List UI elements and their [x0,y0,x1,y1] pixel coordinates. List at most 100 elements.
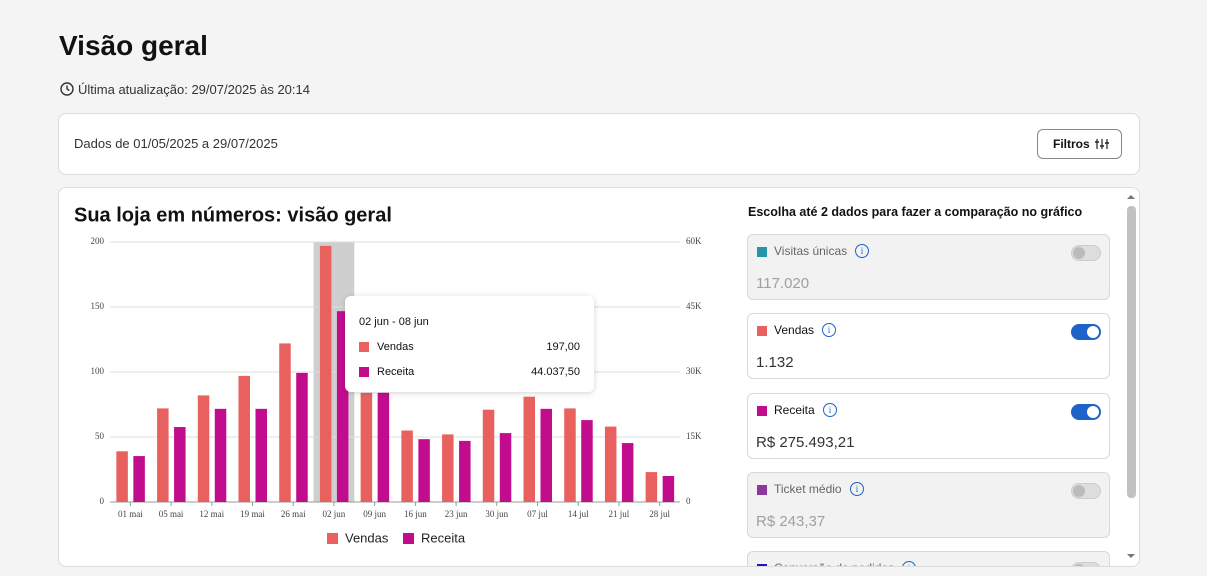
filters-label: Filtros [1053,137,1090,151]
chart-title: Sua loja em números: visão geral [74,204,392,226]
metric-label: Receita [774,402,815,417]
bar [238,375,250,502]
chart: Sua loja em números: visão geral 0 50 100 1… [74,204,702,545]
tooltip-value: 44.037,50 [531,366,580,378]
page-title: Visão geral [59,30,208,61]
metric-value: R$ 275.493,21 [756,433,855,451]
legend-swatch [403,533,414,544]
info-icon[interactable]: i [902,561,916,566]
info-icon[interactable]: i [850,481,864,496]
clock-icon [60,82,74,96]
x-tick-label: 12 mai [199,509,224,519]
bar [116,451,128,502]
info-icon[interactable]: i [822,323,836,338]
tooltip: 02 jun - 08 jun Vendas 197,00 Receita 44.037… [345,296,594,392]
x-tick-label: 23 jun [445,509,468,519]
scrollbar[interactable] [1127,206,1136,498]
y2-tick-label: 30K [686,366,702,376]
y-tick-label: 200 [91,236,105,246]
y-tick-label: 100 [91,366,105,376]
bar [279,343,291,502]
y2-tick-label: 15K [686,431,702,441]
toggle[interactable] [1071,324,1101,341]
x-tick-label: 07 jul [527,509,548,519]
bar [174,427,186,502]
bar [418,439,430,502]
y2-tick-label: 45K [686,301,702,311]
metric-swatch [757,247,767,257]
tooltip-name: Receita [377,366,415,378]
bar [621,443,634,502]
x-tick-label: 05 mai [159,509,184,519]
metric-value: R$ 243,37 [756,512,826,530]
metric-label: Vendas [774,323,815,338]
info-icon[interactable]: i [855,244,869,258]
x-tick-label: 09 jun [363,509,386,519]
bar [214,408,227,502]
scroll-down[interactable] [1126,552,1136,560]
filters-button[interactable]: Filtros [1037,129,1122,159]
bar [296,372,308,502]
filter-bar: Dados de 01/05/2025 a 29/07/2025 Filtros [58,113,1140,175]
bar [255,408,267,502]
legend-swatch [327,533,338,544]
toggle-knob [1073,564,1085,566]
bar [459,440,471,502]
tooltip-name: Vendas [377,341,414,353]
bar [401,430,413,502]
toggle-knob [1087,326,1099,339]
bar [499,433,512,502]
legend-label: Vendas [345,530,389,545]
bar [442,434,454,502]
toggle-knob [1087,405,1099,418]
x-tick-label: 28 jul [649,509,670,519]
toggle[interactable] [1071,403,1101,420]
toggle[interactable] [1071,562,1101,566]
toggle[interactable] [1071,245,1101,261]
x-tick-label: 01 mai [118,509,143,519]
bar [604,426,617,502]
panel-title: Escolha até 2 dados para fazer a compara… [748,205,1083,219]
bar [377,392,390,502]
toggle-knob [1073,484,1085,497]
tooltip-box [345,296,594,392]
x-tick-label: 14 jul [568,509,589,519]
bar [645,472,658,502]
metric-swatch [757,405,767,416]
tooltip-swatch [359,367,369,377]
tooltip-swatch [359,342,369,352]
metric-swatch [757,484,767,495]
scroll-up[interactable] [1126,193,1136,201]
bar [360,392,373,502]
bar [336,311,349,502]
y-tick-label: 50 [95,431,105,441]
date-range: Dados de 01/05/2025 a 29/07/2025 [74,136,278,151]
x-tick-label: 02 jun [323,509,346,519]
bar [157,408,169,502]
x-tick-label: 16 jun [404,509,427,519]
filters-icon [1095,139,1109,149]
metric-value: 117.020 [756,275,810,292]
metric-swatch [757,326,767,337]
bar [662,476,675,502]
metric-card: Visitas únicas i 117.020 [747,234,1110,300]
x-tick-label: 21 jul [609,509,630,519]
x-tick-label: 30 jun [485,509,508,519]
y2-tick-label: 60K [686,236,702,246]
y2-tick-label: 0 [686,496,691,506]
info-icon[interactable]: i [823,402,837,417]
toggle[interactable] [1071,482,1101,499]
bar [319,245,332,502]
metric-card: Vendas i 1.132 [747,313,1110,380]
tooltip-title: 02 jun - 08 jun [359,316,429,328]
metric-swatch [757,564,767,566]
toggle-knob [1073,247,1085,259]
x-tick-label: 19 mai [240,509,265,519]
bar [581,420,593,502]
metric-card: Conversão de pedidos i [747,551,1110,566]
x-tick-label: 26 mai [281,509,306,519]
metric-value: 1.132 [756,354,794,372]
metric-card: Receita i R$ 275.493,21 [747,392,1110,459]
metric-label: Ticket médio [774,481,842,496]
